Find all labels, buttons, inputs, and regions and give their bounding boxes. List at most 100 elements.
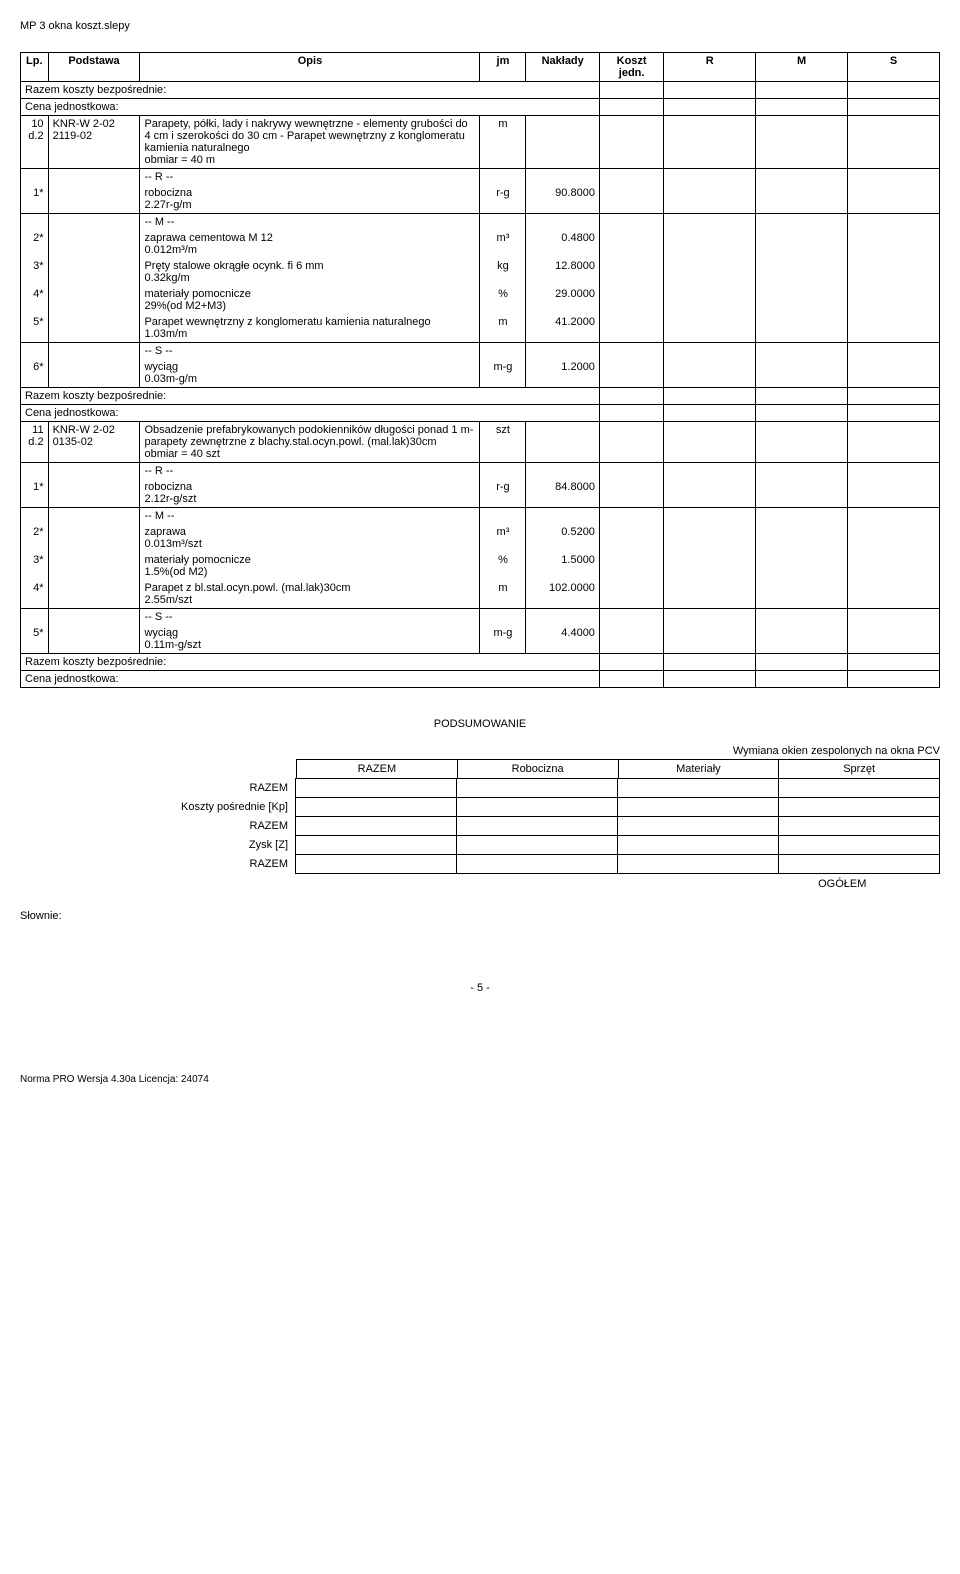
cell-empty: [664, 405, 756, 422]
section-m-row: -- M --: [21, 214, 940, 231]
cell-empty: [664, 479, 756, 508]
summary-row-label: RAZEM: [20, 779, 296, 798]
section-s-label: -- S --: [140, 609, 480, 626]
cell-empty: [664, 654, 756, 671]
cell-empty: [599, 671, 663, 688]
cell-empty: [848, 99, 940, 116]
razem-row: Razem koszty bezpośrednie:: [21, 388, 940, 405]
section-r-row: -- R --: [21, 169, 940, 186]
slownie-label: Słownie:: [20, 910, 940, 922]
ogolem-label: OGÓŁEM: [20, 878, 866, 890]
cell-lp: 3*: [21, 258, 49, 286]
cell-podstawa: KNR-W 2-02 0135-02: [48, 422, 140, 463]
cell-empty: [756, 580, 848, 609]
cell-empty: [756, 552, 848, 580]
cell-empty: [526, 609, 600, 626]
cell-empty: [599, 422, 663, 463]
cell-empty: [48, 185, 140, 214]
pod1: KNR-W 2-02: [53, 424, 115, 436]
section-s-row: -- S --: [21, 609, 940, 626]
cell-empty: [456, 835, 618, 855]
section-s-row: -- S --: [21, 343, 940, 360]
cell-empty: [756, 359, 848, 388]
cell-empty: [756, 82, 848, 99]
cell-empty: [848, 230, 940, 258]
razem-label: Razem koszty bezpośrednie:: [21, 654, 600, 671]
cell-lp: 11 d.2: [21, 422, 49, 463]
cell-empty: [756, 99, 848, 116]
th-r: R: [664, 53, 756, 82]
cell-empty: [617, 854, 779, 874]
data-row: 1* robocizna 2.12r-g/szt r-g 84.8000: [21, 479, 940, 508]
data-row: 2* zaprawa 0.013m³/szt m³ 0.5200: [21, 524, 940, 552]
cell-empty: [664, 185, 756, 214]
cell-empty: [48, 230, 140, 258]
cell-empty: [778, 797, 940, 817]
cell-empty: [848, 524, 940, 552]
cell-empty: [456, 778, 618, 798]
cell-empty: [526, 116, 600, 169]
cell-empty: [756, 671, 848, 688]
cell-empty: [848, 552, 940, 580]
cell-empty: [848, 508, 940, 525]
th-podstawa: Podstawa: [48, 53, 140, 82]
cell-empty: [295, 835, 457, 855]
section-m-label: -- M --: [140, 214, 480, 231]
cell-empty: [756, 524, 848, 552]
data-row: 4* Parapet z bl.stal.ocyn.powl. (mal.lak…: [21, 580, 940, 609]
cena-label: Cena jednostkowa:: [21, 99, 600, 116]
cell-empty: [456, 797, 618, 817]
cell-empty: [756, 185, 848, 214]
cell-empty: [599, 82, 663, 99]
cell-empty: [21, 508, 49, 525]
cell-jm: m: [480, 116, 526, 169]
cell-empty: [756, 422, 848, 463]
cell-empty: [756, 258, 848, 286]
cell-jm: %: [480, 286, 526, 314]
cell-empty: [48, 609, 140, 626]
cell-empty: [480, 463, 526, 480]
cell-empty: [617, 778, 779, 798]
cell-nak: 1.2000: [526, 359, 600, 388]
cell-opis: materiały pomocnicze 1.5%(od M2): [140, 552, 480, 580]
cell-empty: [599, 524, 663, 552]
cell-jm: m-g: [480, 359, 526, 388]
cell-empty: [480, 508, 526, 525]
summary-row-label: Koszty pośrednie [Kp]: [20, 798, 296, 817]
cell-empty: [664, 343, 756, 360]
razem-label: Razem koszty bezpośrednie:: [21, 82, 600, 99]
cell-empty: [599, 314, 663, 343]
summary-caption: Wymiana okien zespolonych na okna PCV: [296, 745, 940, 757]
cell-empty: [778, 816, 940, 836]
cena-label: Cena jednostkowa:: [21, 405, 600, 422]
cell-lp: 10 d.2: [21, 116, 49, 169]
cell-empty: [48, 552, 140, 580]
cell-empty: [756, 169, 848, 186]
cell-opis: zaprawa cementowa M 12 0.012m³/m: [140, 230, 480, 258]
cell-empty: [599, 286, 663, 314]
cell-empty: [848, 214, 940, 231]
cell-jm: r-g: [480, 185, 526, 214]
cell-empty: [756, 479, 848, 508]
cell-empty: [599, 654, 663, 671]
page-number: - 5 -: [20, 982, 940, 994]
cell-empty: [21, 609, 49, 626]
cell-nak: 29.0000: [526, 286, 600, 314]
section-m-label: -- M --: [140, 508, 480, 525]
cell-empty: [756, 230, 848, 258]
cell-empty: [480, 214, 526, 231]
cell-lp: 3*: [21, 552, 49, 580]
cell-lp: 4*: [21, 286, 49, 314]
cell-opis: wyciąg 0.03m-g/m: [140, 359, 480, 388]
cell-nak: 12.8000: [526, 258, 600, 286]
cell-empty: [756, 286, 848, 314]
sum-th-rob: Robocizna: [457, 760, 618, 779]
cell-empty: [756, 654, 848, 671]
cell-empty: [756, 508, 848, 525]
section-r-label: -- R --: [140, 463, 480, 480]
cell-empty: [848, 258, 940, 286]
cell-empty: [295, 854, 457, 874]
cell-nak: 41.2000: [526, 314, 600, 343]
cell-lp: 4*: [21, 580, 49, 609]
lp-num: 11: [32, 424, 43, 436]
